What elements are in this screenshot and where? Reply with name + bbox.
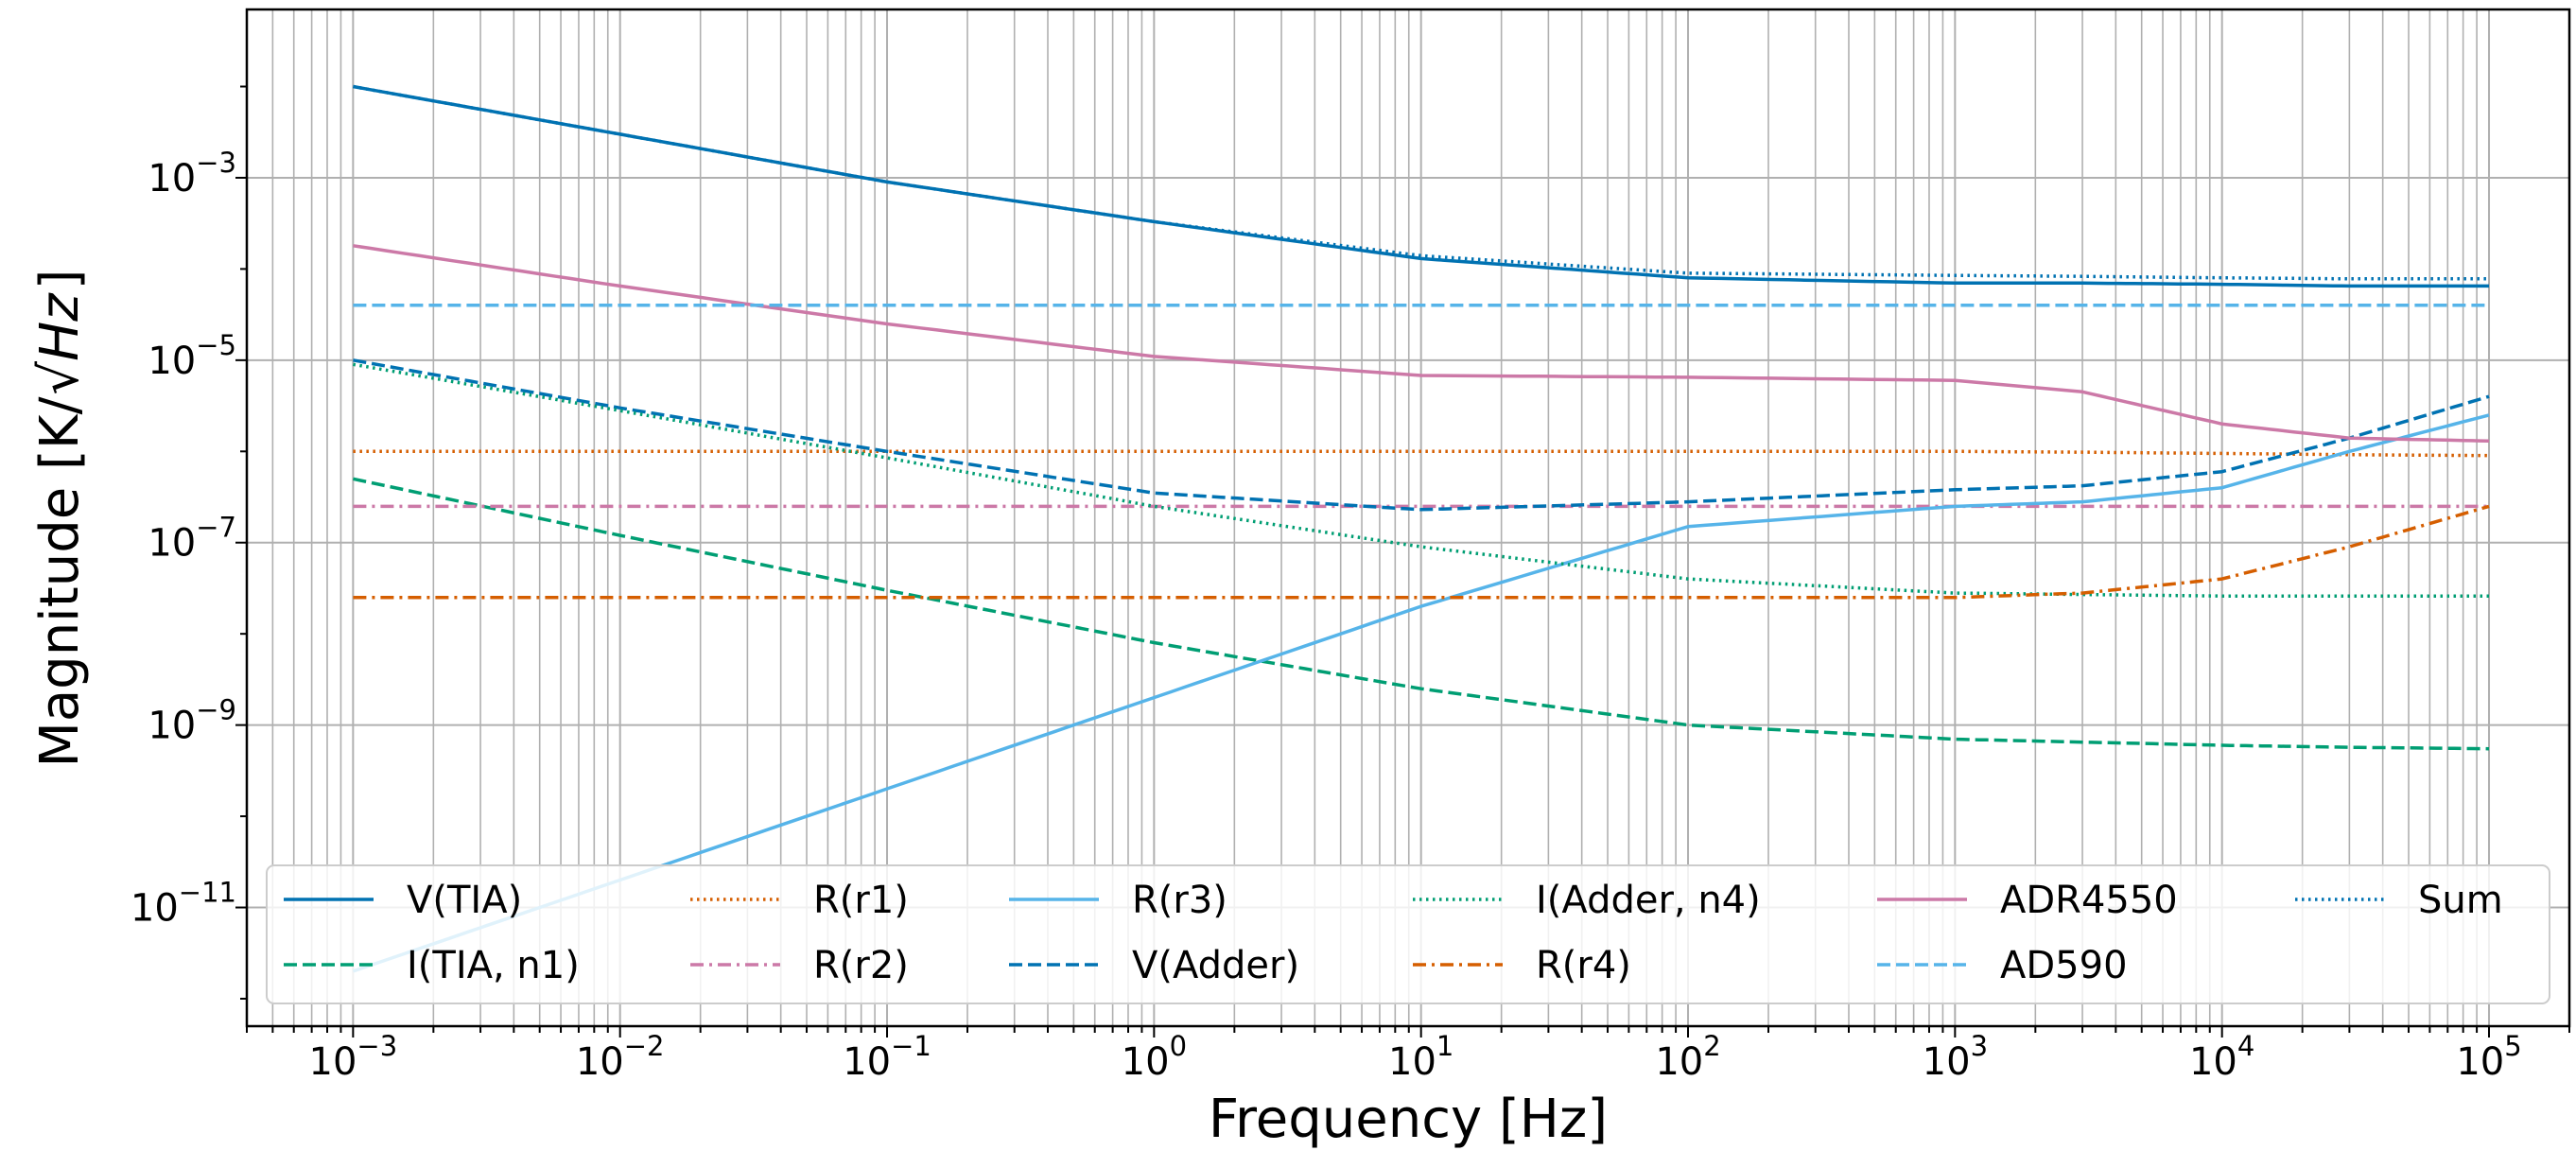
x-tick-label: 105 [2456, 1030, 2521, 1084]
y-axis-title: Magnitude [K/√Hz] [29, 270, 91, 768]
legend-label: R(r4) [1536, 944, 1631, 987]
x-tick-label: 10−3 [309, 1030, 398, 1084]
y-axis-title-root: Hz [29, 292, 91, 361]
legend-box [266, 864, 2550, 1004]
y-tick-label: 10−7 [148, 512, 236, 566]
y-axis-title-main: Magnitude [K/ [29, 396, 91, 767]
y-axis-title-close: ] [29, 270, 91, 290]
x-tick-label: 103 [1923, 1030, 1988, 1084]
y-tick-label: 10−11 [131, 877, 236, 931]
x-axis-title: Frequency [Hz] [1209, 1089, 1608, 1150]
legend-label: AD590 [2000, 944, 2128, 987]
x-tick-label: 10−1 [843, 1030, 931, 1084]
legend-label: R(r1) [813, 879, 909, 922]
legend: V(TIA) I(TIA, n1) R(r1) R(r2) R(r3) V(Adder) I… [266, 864, 2550, 1004]
legend-label: V(Adder) [1132, 944, 1299, 987]
x-tick-label: 10−2 [576, 1030, 665, 1084]
series-line [353, 477, 2490, 751]
y-axis-title-sqrt: √ [29, 361, 91, 395]
y-tick-label: 10−9 [148, 694, 236, 748]
legend-label: ADR4550 [2000, 879, 2178, 922]
y-tick-label: 10−5 [148, 329, 236, 383]
series-layer [352, 84, 2490, 973]
legend-label: I(TIA, n1) [407, 944, 580, 987]
series-line [353, 449, 2490, 458]
series-line [353, 84, 2489, 281]
legend-label: I(Adder, n4) [1536, 879, 1761, 922]
series-line [353, 362, 2489, 598]
legend-label: R(r3) [1132, 879, 1227, 922]
ticks-layer: 10−3 10−2 10−1 100 101 102 103 104 105 10−11 10−9 1… [131, 85, 2570, 1084]
series-line [352, 413, 2490, 973]
legend-label: Sum [2418, 879, 2503, 922]
series-line [353, 244, 2490, 444]
legend-label: V(TIA) [407, 879, 522, 922]
x-tick-label: 101 [1388, 1030, 1453, 1084]
series-line [353, 504, 2490, 600]
x-tick-label: 102 [1655, 1030, 1720, 1084]
svg-text:Magnitude [K/√Hz]: Magnitude [K/√Hz] [29, 270, 91, 768]
y-tick-label: 10−3 [148, 147, 236, 201]
legend-label: R(r2) [813, 944, 909, 987]
x-tick-label: 104 [2189, 1030, 2254, 1084]
x-tick-label: 100 [1122, 1030, 1187, 1084]
series-line [353, 358, 2490, 512]
